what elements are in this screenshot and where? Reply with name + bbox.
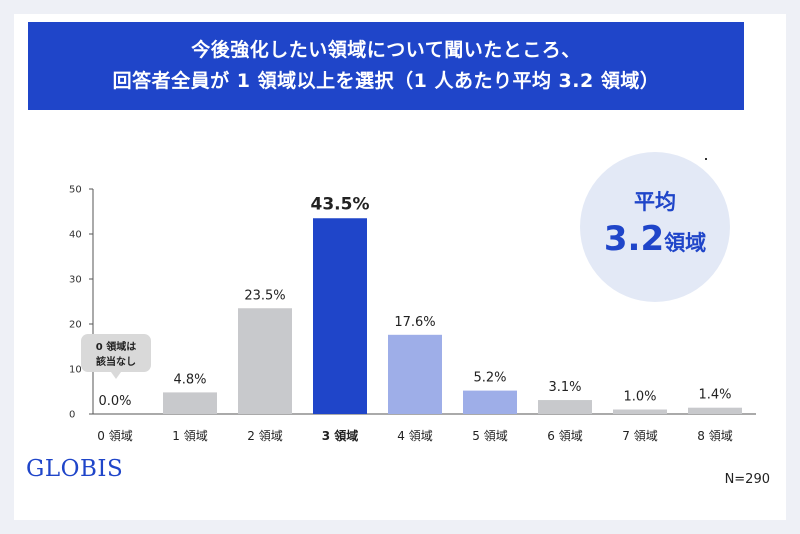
value-label-7: 1.0% [623,390,656,405]
y-tick-label: 50 [69,185,82,196]
x-tick-label-2: 2 領域 [247,428,282,443]
y-tick-label: 10 [69,365,82,376]
callout-line-1: 0 領域は [96,340,136,353]
x-tick-label-3: 3 領域 [322,428,359,443]
bar-6 [538,400,592,414]
bars [163,218,742,414]
y-tick-label: 40 [69,230,82,241]
x-axis-labels: 0 領域 1 領域 2 領域 3 領域 4 領域 5 領域 6 領域 7 領域 8 領域 [97,428,732,443]
callout-line-2: 該当なし [96,355,136,368]
x-tick-label-0: 0 領域 [97,428,132,443]
callout-bubble: 0 領域は 該当なし [81,334,151,379]
callout-pointer [111,372,121,379]
value-label-5: 5.2% [473,371,506,386]
x-tick-label-1: 1 領域 [172,428,207,443]
average-value: 3.2 [603,219,665,259]
value-label-1: 4.8% [173,372,206,387]
globis-logo: GLOBIS [26,456,124,482]
bar-5 [463,390,517,414]
decorative-dot [705,158,707,160]
x-tick-label-4: 4 領域 [397,428,432,443]
x-tick-label-5: 5 領域 [472,428,507,443]
callout-box [81,334,151,372]
y-tick-label: 0 [69,410,75,421]
average-unit: 領域 [664,231,707,255]
value-label-0: 0.0% [98,394,131,409]
title-banner: 今後強化したい領域について聞いたところ、 回答者全員が 1 領域以上を選択（1 … [28,22,744,110]
bar-4 [388,334,442,414]
bar-8 [688,407,742,414]
bar-2 [238,308,292,414]
title-line-1: 今後強化したい領域について聞いたところ、 [191,39,581,61]
value-label-6: 3.1% [548,380,581,395]
value-label-2: 23.5% [244,288,285,303]
bar-7 [613,409,667,414]
sample-size-note: N=290 [724,472,770,487]
y-tick-label: 30 [69,275,82,286]
average-label: 平均 [634,190,676,214]
average-value-row: 3.2領域 [604,217,706,267]
value-label-8: 1.4% [698,388,731,403]
x-tick-label-8: 8 領域 [697,428,732,443]
bar-1 [163,392,217,414]
value-label-3: 43.5% [311,194,370,214]
x-tick-label-7: 7 領域 [622,428,657,443]
title-line-2: 回答者全員が 1 領域以上を選択（1 人あたり平均 3.2 領域） [112,70,660,92]
value-labels: 0.0% 4.8% 23.5% 43.5% 17.6% 5.2% 3.1% 1.0% 1.4% [98,194,731,409]
x-tick-label-6: 6 領域 [547,428,582,443]
average-circle: 平均 3.2領域 [580,152,730,302]
y-tick-label: 20 [69,320,82,331]
value-label-4: 17.6% [394,315,435,330]
bar-3 [313,218,367,414]
